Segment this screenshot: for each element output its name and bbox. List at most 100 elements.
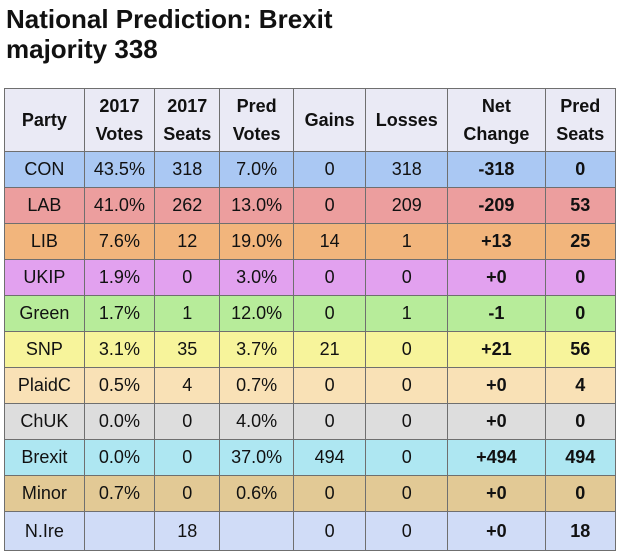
column-header-2017-seats: 2017 Seats — [154, 88, 221, 152]
votes-2017-cell: 1.9% — [83, 259, 156, 296]
gains-cell: 14 — [292, 223, 367, 260]
column-header-party: Party — [4, 88, 85, 152]
net-change-cell: +0 — [447, 403, 546, 440]
pred-votes-cell: 3.0% — [219, 259, 294, 296]
pred-votes-cell: 7.0% — [219, 151, 294, 188]
party-cell: UKIP — [4, 259, 85, 296]
seats-2017-cell: 35 — [154, 331, 221, 368]
losses-cell: 1 — [365, 295, 449, 332]
column-header-line: Pred — [560, 96, 601, 116]
votes-2017-cell: 0.7% — [83, 475, 156, 512]
column-header-line: Net — [481, 96, 511, 116]
pred-seats-cell: 18 — [544, 511, 617, 551]
votes-2017-cell: 0.5% — [83, 367, 156, 404]
pred-seats-cell: 4 — [544, 367, 617, 404]
seats-2017-cell: 318 — [154, 151, 221, 188]
column-header-gains: Gains — [292, 88, 367, 152]
pred-seats-cell: 0 — [544, 403, 617, 440]
gains-cell: 0 — [292, 367, 367, 404]
column-header-losses: Losses — [365, 88, 449, 152]
table-body: CON 43.5% 318 7.0% 0 318 -318 0 LAB 41.0% 262 13.0%… — [4, 151, 617, 551]
column-header-line: Pred — [236, 96, 277, 116]
seats-2017-cell: 0 — [154, 403, 221, 440]
title-line-2: majority 338 — [6, 34, 158, 64]
net-change-cell: +0 — [447, 475, 546, 512]
party-cell: N.Ire — [4, 511, 85, 551]
table-row: LIB 7.6% 12 19.0% 14 1 +13 25 — [4, 223, 617, 260]
party-cell: Minor — [4, 475, 85, 512]
table-row: Minor 0.7% 0 0.6% 0 0 +0 0 — [4, 475, 617, 512]
party-cell: LIB — [4, 223, 85, 260]
column-header-line: Seats — [556, 124, 605, 144]
seats-2017-cell: 4 — [154, 367, 221, 404]
gains-cell: 0 — [292, 475, 367, 512]
pred-seats-cell: 0 — [544, 295, 617, 332]
pred-votes-cell: 0.7% — [219, 367, 294, 404]
seats-2017-cell: 0 — [154, 439, 221, 476]
losses-cell: 0 — [365, 403, 449, 440]
losses-cell: 0 — [365, 439, 449, 476]
losses-cell: 318 — [365, 151, 449, 188]
pred-seats-cell: 53 — [544, 187, 617, 224]
losses-cell: 1 — [365, 223, 449, 260]
gains-cell: 0 — [292, 151, 367, 188]
pred-seats-cell: 56 — [544, 331, 617, 368]
column-header-line: Gains — [304, 110, 355, 130]
pred-votes-cell: 12.0% — [219, 295, 294, 332]
gains-cell: 0 — [292, 259, 367, 296]
net-change-cell: +0 — [447, 367, 546, 404]
pred-votes-cell: 4.0% — [219, 403, 294, 440]
table-row: SNP 3.1% 35 3.7% 21 0 +21 56 — [4, 331, 617, 368]
table-row: Brexit 0.0% 0 37.0% 494 0 +494 494 — [4, 439, 617, 476]
pred-seats-cell: 0 — [544, 259, 617, 296]
table-row: CON 43.5% 318 7.0% 0 318 -318 0 — [4, 151, 617, 188]
net-change-cell: +0 — [447, 511, 546, 551]
net-change-cell: +0 — [447, 259, 546, 296]
table-row: UKIP 1.9% 0 3.0% 0 0 +0 0 — [4, 259, 617, 296]
losses-cell: 209 — [365, 187, 449, 224]
votes-2017-cell: 41.0% — [83, 187, 156, 224]
pred-seats-cell: 0 — [544, 151, 617, 188]
losses-cell: 0 — [365, 475, 449, 512]
losses-cell: 0 — [365, 511, 449, 551]
pred-votes-cell: 13.0% — [219, 187, 294, 224]
losses-cell: 0 — [365, 259, 449, 296]
pred-votes-cell: 0.6% — [219, 475, 294, 512]
column-header-line: Seats — [163, 124, 212, 144]
title-line-1: National Prediction: Brexit — [6, 4, 333, 34]
column-header-line: 2017 — [99, 96, 140, 116]
party-cell: Brexit — [4, 439, 85, 476]
party-cell: LAB — [4, 187, 85, 224]
table-row: PlaidC 0.5% 4 0.7% 0 0 +0 4 — [4, 367, 617, 404]
column-header-line: Change — [463, 124, 530, 144]
column-header-line: Losses — [375, 110, 438, 130]
losses-cell: 0 — [365, 367, 449, 404]
header-row: Party 2017 Votes 2017 Seats Pred Votes Gains Los… — [4, 88, 617, 152]
prediction-table: Party 2017 Votes 2017 Seats Pred Votes Gains Los… — [4, 88, 617, 551]
votes-2017-cell: 0.0% — [83, 439, 156, 476]
page-title: National Prediction: Brexit majority 338 — [6, 4, 566, 64]
pred-seats-cell: 494 — [544, 439, 617, 476]
seats-2017-cell: 12 — [154, 223, 221, 260]
gains-cell: 21 — [292, 331, 367, 368]
column-header-line: 2017 — [167, 96, 208, 116]
gains-cell: 0 — [292, 295, 367, 332]
party-cell: PlaidC — [4, 367, 85, 404]
net-change-cell: -1 — [447, 295, 546, 332]
table-row: LAB 41.0% 262 13.0% 0 209 -209 53 — [4, 187, 617, 224]
net-change-cell: +494 — [447, 439, 546, 476]
pred-votes-cell: 19.0% — [219, 223, 294, 260]
votes-2017-cell: 3.1% — [83, 331, 156, 368]
net-change-cell: -318 — [447, 151, 546, 188]
table-row: ChUK 0.0% 0 4.0% 0 0 +0 0 — [4, 403, 617, 440]
seats-2017-cell: 0 — [154, 475, 221, 512]
votes-2017-cell — [83, 511, 156, 551]
votes-2017-cell: 0.0% — [83, 403, 156, 440]
seats-2017-cell: 1 — [154, 295, 221, 332]
net-change-cell: +21 — [447, 331, 546, 368]
pred-votes-cell: 37.0% — [219, 439, 294, 476]
party-cell: ChUK — [4, 403, 85, 440]
column-header-pred-seats: Pred Seats — [544, 88, 617, 152]
table-row: Green 1.7% 1 12.0% 0 1 -1 0 — [4, 295, 617, 332]
gains-cell: 0 — [292, 403, 367, 440]
